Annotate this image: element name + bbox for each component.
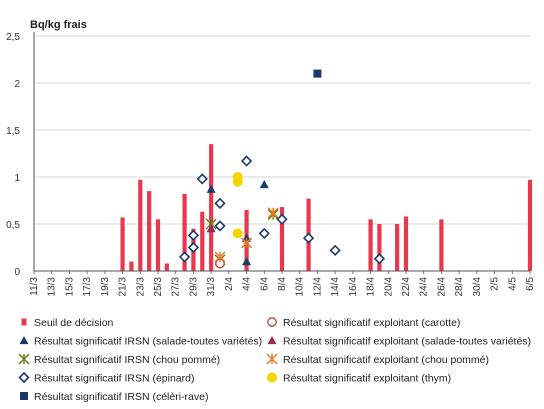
bar xyxy=(155,219,161,271)
bar xyxy=(120,217,125,271)
triangle-marker xyxy=(19,336,29,345)
x-tick-label: 27/3 xyxy=(171,277,182,297)
x-tick-label: 14/4 xyxy=(330,277,341,297)
circle-marker xyxy=(267,372,277,383)
x-tick-label: 21/3 xyxy=(118,277,129,297)
x-tick-label: 19/3 xyxy=(100,277,111,297)
x-tick-label: 28/4 xyxy=(454,277,465,297)
bar-legend-marker xyxy=(21,318,27,326)
grid-layer xyxy=(34,35,530,225)
legend-label: Résultat significatif IRSN (chou pommé) xyxy=(34,354,220,366)
diamond-marker xyxy=(240,155,253,167)
x-tick-label: 12/4 xyxy=(312,277,323,297)
legend: Seuil de décision Résultat significatif I… xyxy=(18,317,531,403)
diamond-marker xyxy=(329,244,341,256)
open-circle-marker xyxy=(267,317,277,327)
bar xyxy=(182,193,187,271)
x-tick-label: 2/4 xyxy=(224,277,235,291)
legend-label: Résultat significatif exploitant (thym) xyxy=(283,373,451,385)
circle-marker xyxy=(232,176,243,187)
bar xyxy=(527,179,533,271)
x-tick-label: 4/4 xyxy=(242,277,253,291)
bar xyxy=(377,224,382,271)
x-tick-label: 30/4 xyxy=(472,277,483,297)
x-tick-label: 10/4 xyxy=(295,277,306,297)
asterisk-marker xyxy=(241,237,253,249)
triangle-marker xyxy=(206,184,216,193)
diamond-marker xyxy=(373,253,386,265)
asterisk-marker xyxy=(214,251,226,263)
bar xyxy=(279,207,285,271)
bar xyxy=(395,224,400,271)
y-tick-label: 1 xyxy=(14,173,20,184)
legend-label: Résultat significatif IRSN (épinard) xyxy=(34,373,194,385)
diamond-marker xyxy=(187,229,200,241)
y-tick-label: 1,5 xyxy=(6,126,20,137)
x-tick-label: 15/3 xyxy=(64,277,75,297)
y-tick-label: 0,5 xyxy=(6,220,20,231)
x-tick-label: 6/4 xyxy=(259,277,270,291)
circle-marker xyxy=(232,228,243,239)
diamond-marker xyxy=(18,371,30,384)
triangle-marker xyxy=(259,180,269,189)
x-tick-label: 29/3 xyxy=(188,277,199,297)
y-axis-unit-label: Bq/kg frais xyxy=(30,19,87,31)
asterisk-marker xyxy=(266,353,278,365)
x-tick-label: 11/3 xyxy=(29,277,40,296)
bar xyxy=(439,219,444,271)
legend-label: Résultat significatif exploitant (salade… xyxy=(283,336,531,348)
x-tick-label: 6/5 xyxy=(525,277,536,291)
x-tick-label: 8/4 xyxy=(277,277,288,291)
x-tick-label: 23/3 xyxy=(135,277,146,297)
marker-series xyxy=(178,69,386,269)
bar xyxy=(164,263,169,271)
x-tick-label: 31/3 xyxy=(206,277,217,297)
x-tick-labels: 11/3 13/3 15/3 17/3 19/3 21/3 23/3 25/3 27/3 29/3… xyxy=(29,271,536,296)
x-tick-label: 20/4 xyxy=(383,277,394,297)
legend-label: Seuil de décision xyxy=(34,317,114,329)
asterisk-marker xyxy=(267,207,279,219)
bar xyxy=(147,191,152,271)
x-tick-label: 24/4 xyxy=(419,277,430,297)
y-tick-label: 2,5 xyxy=(6,32,20,43)
diamond-marker xyxy=(276,213,288,225)
y-tick-labels: 0 0,5 1 1,5 2 2,5 xyxy=(6,32,20,278)
x-tick-label: 26/4 xyxy=(436,277,447,297)
x-tick-label: 13/3 xyxy=(47,277,58,297)
x-tick-label: 18/4 xyxy=(366,277,377,297)
legend-label: Résultat significatif exploitant (carott… xyxy=(283,317,460,329)
x-tick-label: 4/5 xyxy=(507,277,518,291)
legend-label: Résultat significatif exploitant (chou p… xyxy=(283,354,489,366)
diamond-marker xyxy=(196,173,208,185)
triangle-marker xyxy=(242,257,252,266)
y-tick-label: 2 xyxy=(14,79,20,90)
bar xyxy=(200,211,205,271)
bar-series xyxy=(120,144,533,271)
diamond-marker xyxy=(178,251,191,263)
bar xyxy=(368,219,373,271)
bar xyxy=(138,179,143,271)
triangle-marker xyxy=(267,336,277,345)
y-tick-label: 0 xyxy=(14,267,20,278)
diamond-marker xyxy=(302,232,315,244)
bar xyxy=(403,216,409,271)
bar xyxy=(129,261,134,271)
asterisk-marker xyxy=(18,353,30,365)
diamond-marker xyxy=(258,227,270,240)
x-tick-label: 16/4 xyxy=(348,277,359,297)
diamond-marker xyxy=(187,241,200,254)
diamond-marker xyxy=(214,197,226,209)
square-marker xyxy=(313,69,322,78)
legend-label: Résultat significatif IRSN (célèri-rave) xyxy=(34,391,208,403)
legend-label: Résultat significatif IRSN (salade-toute… xyxy=(34,336,262,348)
diamond-marker xyxy=(214,220,226,232)
x-tick-label: 22/4 xyxy=(401,277,412,297)
x-tick-label: 2/5 xyxy=(490,277,501,291)
x-tick-label: 17/3 xyxy=(82,277,93,297)
x-tick-label: 25/3 xyxy=(153,277,164,297)
square-marker xyxy=(20,392,28,400)
bar xyxy=(209,144,214,271)
triangle-marker xyxy=(206,224,216,233)
